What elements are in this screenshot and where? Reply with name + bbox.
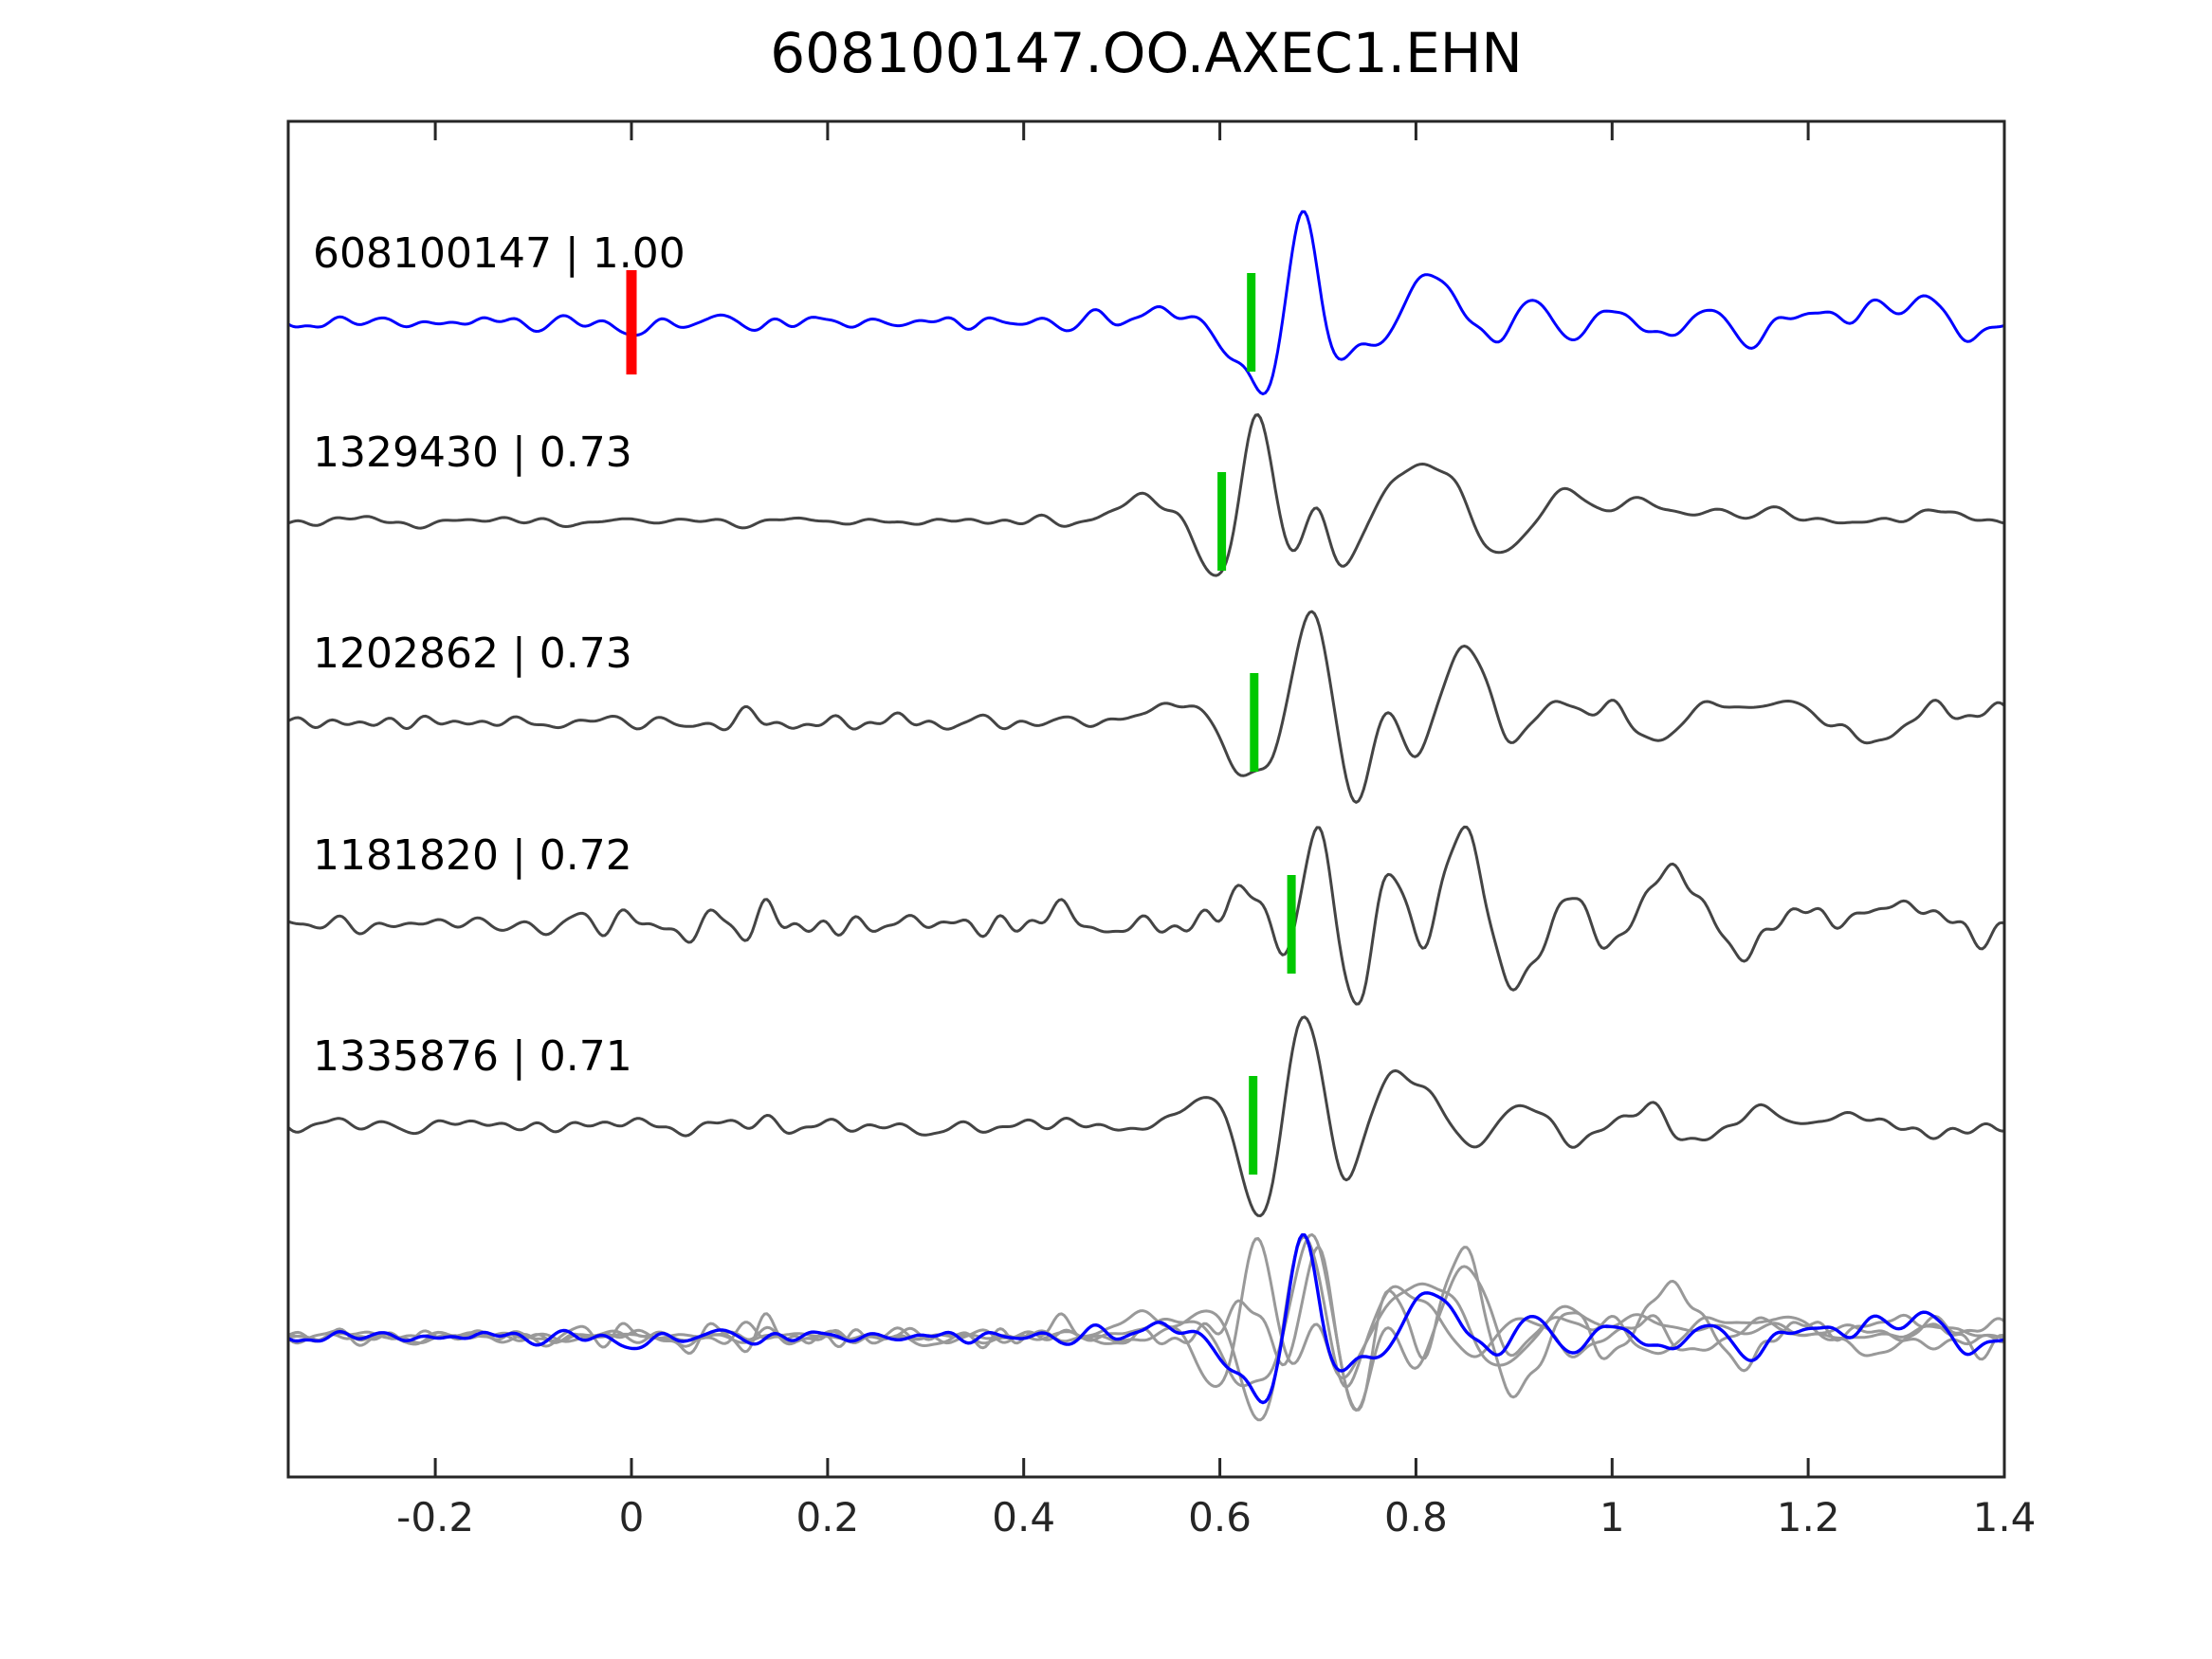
overlay-trace-608100147 bbox=[288, 1232, 2004, 1405]
x-tick-label-0.6: 0.6 bbox=[1188, 1494, 1252, 1540]
waveform-trace-1335876 bbox=[288, 1015, 2004, 1217]
plot-border bbox=[286, 119, 2006, 1479]
x-tick-label-0.2: 0.2 bbox=[795, 1494, 860, 1540]
waveform-trace-1202862 bbox=[288, 610, 2004, 804]
pick-marker-1335876 bbox=[1249, 1076, 1258, 1175]
x-tick-label-1.2: 1.2 bbox=[1776, 1494, 1840, 1540]
chart-title: 608100147.OO.AXEC1.EHN bbox=[770, 21, 1523, 85]
overlay-trace-1329430 bbox=[288, 1236, 2004, 1388]
x-tick-label-0.4: 0.4 bbox=[992, 1494, 1056, 1540]
trace-label-1181820: 1181820 | 0.72 bbox=[313, 831, 632, 880]
overlay-trace-1202862 bbox=[288, 1232, 2004, 1413]
x-tick-label--0.2: -0.2 bbox=[396, 1494, 475, 1540]
origin-marker-608100147 bbox=[626, 270, 637, 374]
trace-label-1202862: 1202862 | 0.73 bbox=[313, 629, 632, 678]
x-tick-label-0: 0 bbox=[618, 1494, 645, 1540]
waveform-trace-608100147 bbox=[288, 210, 2004, 395]
pick-marker-1181820 bbox=[1287, 875, 1296, 974]
trace-label-608100147: 608100147 | 1.00 bbox=[313, 229, 686, 278]
traces-group bbox=[288, 210, 2004, 1422]
pick-marker-1329430 bbox=[1217, 472, 1227, 571]
waveform-trace-1329430 bbox=[288, 412, 2004, 577]
trace-label-1335876: 1335876 | 0.71 bbox=[313, 1032, 632, 1081]
trace-label-1329430: 1329430 | 0.73 bbox=[313, 428, 632, 477]
pick-marker-1202862 bbox=[1250, 673, 1259, 772]
waveform-trace-1181820 bbox=[288, 825, 2004, 1006]
x-tick-label-0.8: 0.8 bbox=[1384, 1494, 1448, 1540]
x-tick-label-1.4: 1.4 bbox=[1972, 1494, 2037, 1540]
x-tick-label-1: 1 bbox=[1599, 1494, 1625, 1540]
pick-marker-608100147 bbox=[1247, 273, 1256, 372]
